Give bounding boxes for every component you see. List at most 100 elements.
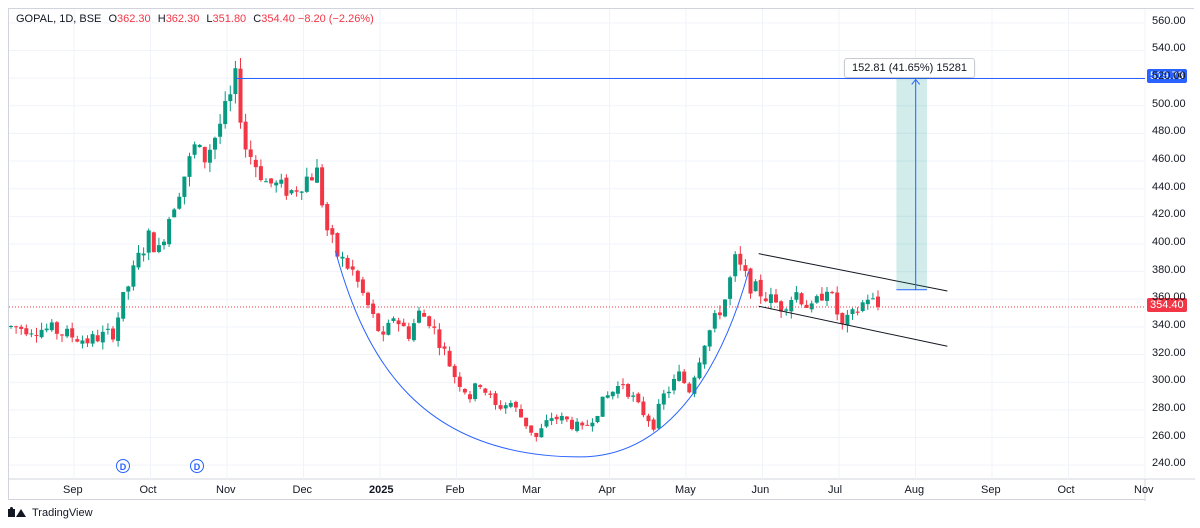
candle-body xyxy=(687,383,692,393)
candle-body xyxy=(830,292,835,294)
candle-body xyxy=(345,257,350,269)
candle-body xyxy=(146,230,151,253)
candle-body xyxy=(65,328,70,337)
candle-body xyxy=(284,177,289,196)
candle-body xyxy=(376,313,381,331)
candle-body xyxy=(151,232,156,253)
candle-body xyxy=(100,331,105,343)
candle-body xyxy=(712,313,717,329)
open-value: 362.30 xyxy=(117,13,151,25)
brand-text: TradingView xyxy=(32,507,93,519)
candle-body xyxy=(279,179,284,184)
candle-body xyxy=(498,405,503,409)
candle-body xyxy=(473,383,478,400)
change-value: −8.20 (−2.26%) xyxy=(297,13,374,25)
candle-body xyxy=(493,393,498,405)
candle-body xyxy=(309,177,314,181)
y-tick-label: 280.00 xyxy=(1152,401,1186,414)
high-value: 362.30 xyxy=(165,13,200,25)
candle-body xyxy=(799,293,804,305)
candle-body xyxy=(406,326,411,339)
y-tick-label: 300.00 xyxy=(1152,374,1186,387)
candle-body xyxy=(850,309,855,315)
candle-body xyxy=(131,265,136,287)
low-value: 351.80 xyxy=(212,13,247,25)
dividend-marker-1[interactable]: D xyxy=(116,459,130,473)
candle-body xyxy=(304,176,309,192)
candle-body xyxy=(534,432,539,437)
candle-body xyxy=(248,149,253,158)
candle-body xyxy=(804,304,809,308)
candle-body xyxy=(529,425,534,433)
candle-body xyxy=(763,298,768,302)
candle-body xyxy=(172,209,177,218)
candle-body xyxy=(768,294,773,304)
candle-body xyxy=(570,419,574,430)
y-tick-label: 240.00 xyxy=(1152,457,1186,470)
y-tick-label: 540.00 xyxy=(1152,42,1186,55)
candle-body xyxy=(641,401,646,416)
y-tick-label: 440.00 xyxy=(1152,180,1186,193)
candle-body xyxy=(503,405,508,409)
x-tick-label: May xyxy=(675,484,696,496)
price-chart[interactable] xyxy=(9,9,1195,501)
candle-body xyxy=(554,416,559,420)
channel-lower xyxy=(758,305,948,347)
candle-body xyxy=(330,228,335,235)
candle-body xyxy=(355,270,360,282)
candle-body xyxy=(794,292,799,300)
candle-body xyxy=(85,338,90,344)
candle-body xyxy=(75,339,80,342)
candle-body xyxy=(539,428,544,438)
candle-body xyxy=(468,394,472,400)
candle-body xyxy=(95,335,100,342)
candle-body xyxy=(508,403,513,407)
candle-body xyxy=(580,422,585,426)
candle-body xyxy=(646,415,651,422)
candle-body xyxy=(315,167,319,183)
candle-body xyxy=(825,291,829,301)
candle-body xyxy=(182,176,187,197)
footer-brand[interactable]: TradingView xyxy=(8,507,93,519)
candle-body xyxy=(590,422,595,427)
candle-body xyxy=(717,312,722,316)
candle-body xyxy=(111,328,115,340)
candle-body xyxy=(90,334,95,344)
candle-body xyxy=(876,296,880,308)
candle-body xyxy=(386,322,391,335)
candle-body xyxy=(401,322,406,327)
candle-body xyxy=(615,386,620,394)
candle-body xyxy=(666,391,671,394)
legend-header: GOPAL, 1D, BSE O362.30 H362.30 L351.80 C… xyxy=(16,13,374,25)
y-tick-label: 460.00 xyxy=(1152,153,1186,166)
candle-body xyxy=(177,196,182,209)
dividend-marker-2[interactable]: D xyxy=(190,459,204,473)
candle-body xyxy=(233,68,238,94)
candle-body xyxy=(34,334,39,336)
candle-body xyxy=(19,326,24,329)
candle-body xyxy=(187,156,192,177)
candle-body xyxy=(682,371,687,384)
close-label: C xyxy=(253,13,262,25)
candle-body xyxy=(289,190,294,194)
candle-body xyxy=(207,149,212,163)
high-label: H xyxy=(157,13,166,25)
candle-body xyxy=(672,378,676,391)
y-tick-label: 380.00 xyxy=(1152,263,1186,276)
x-tick-label: Sep xyxy=(981,484,1001,496)
candle-body xyxy=(631,395,636,397)
candle-body xyxy=(39,329,44,338)
candle-body xyxy=(442,346,447,349)
y-tick-label: 560.00 xyxy=(1152,14,1186,27)
candle-body xyxy=(417,310,421,323)
candle-body xyxy=(253,159,258,168)
candle-body xyxy=(855,311,860,313)
candle-body xyxy=(738,253,743,265)
y-tick-label: 420.00 xyxy=(1152,208,1186,221)
candle-body xyxy=(427,316,432,327)
measure-label[interactable]: 152.81 (41.65%) 15281 xyxy=(844,58,975,78)
low-label: L xyxy=(206,13,213,25)
chart-frame[interactable] xyxy=(8,8,1195,501)
candle-body xyxy=(116,317,121,341)
x-tick-label: Jul xyxy=(828,484,843,496)
